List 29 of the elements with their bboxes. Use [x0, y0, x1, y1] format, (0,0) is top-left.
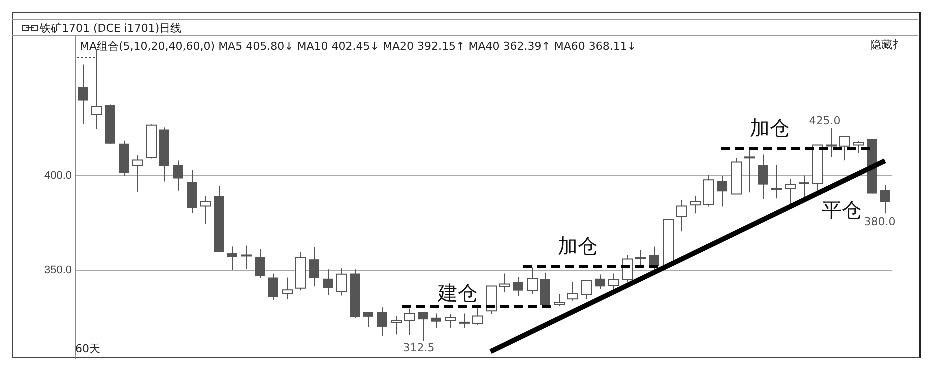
candlestick [378, 307, 388, 337]
annotation: 加仓 [558, 234, 598, 258]
annotation: 380.0 [864, 216, 896, 228]
annotation: 加仓 [750, 116, 790, 140]
candlestick [718, 176, 728, 208]
candlestick [596, 274, 606, 290]
candlestick [758, 154, 768, 200]
candlestick [418, 312, 428, 342]
candlestick [228, 246, 238, 271]
annotation: 平仓 [822, 198, 862, 222]
y-tick-label: 400.0 [44, 170, 72, 182]
annotation: 312.5 [403, 342, 435, 354]
chart-subtitle: MA组合(5,10,20,40,60,0) MA5 405.80↓ MA10 402.45↓ MA20 392.15↑ MA40 362.39↑ MA60 368.11↓ [80, 39, 637, 54]
candlestick [880, 184, 890, 214]
annotation: 60天 [76, 342, 100, 356]
candlestick [514, 276, 524, 297]
annotation: 建仓 [438, 281, 478, 305]
chart-title: 铁矿1701 (DCE i1701)日线 [40, 21, 182, 36]
candlestick [324, 269, 334, 296]
candlestick [174, 160, 184, 192]
y-tick-label: 350.0 [44, 264, 72, 276]
annotation: 425.0 [809, 114, 841, 128]
candlestick [268, 273, 278, 301]
annotation: 隐藏扌 [870, 38, 904, 52]
candlestick [364, 312, 374, 328]
candlestick [432, 313, 442, 329]
candlestick [310, 246, 320, 288]
candlestick [78, 64, 88, 125]
candlestick [256, 248, 266, 279]
